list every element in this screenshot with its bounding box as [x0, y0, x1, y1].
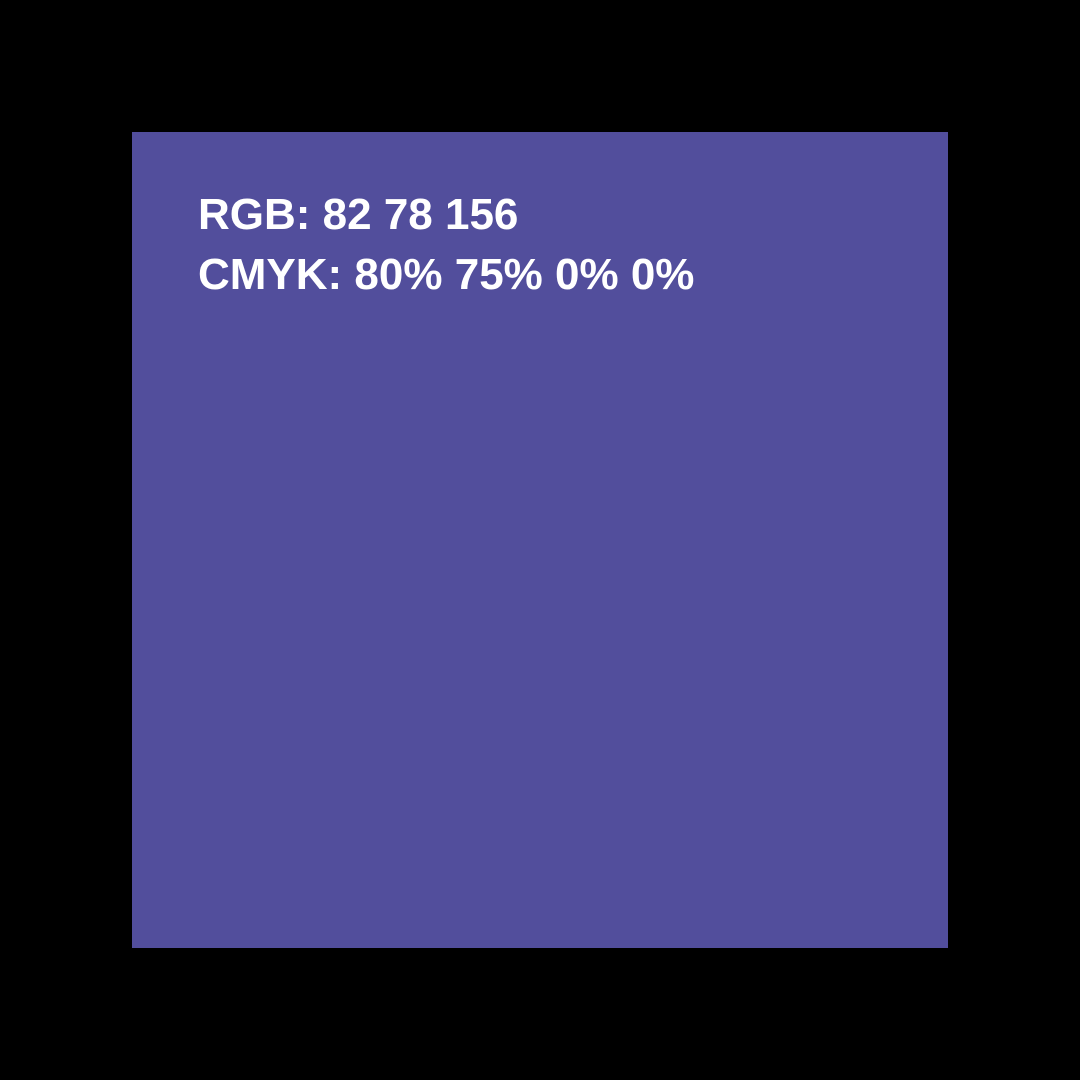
cmyk-label: CMYK: 80% 75% 0% 0%	[198, 250, 695, 299]
color-swatch: RGB: 82 78 156 CMYK: 80% 75% 0% 0%	[132, 132, 948, 948]
rgb-label: RGB: 82 78 156	[198, 190, 519, 239]
